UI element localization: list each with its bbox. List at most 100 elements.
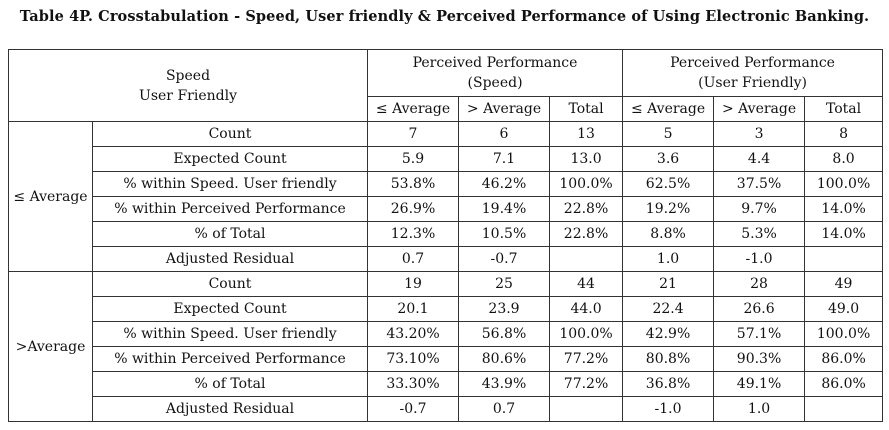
table-cell: 23.9 [458, 296, 551, 322]
table-cell: 90.3% [713, 346, 806, 372]
table-cell: 46.2% [458, 171, 551, 197]
table-row: Adjusted Residual -0.7 0.7 -1.0 1.0 [9, 396, 884, 422]
table-cell: 57.1% [713, 321, 806, 347]
table-cell: 4.4 [713, 146, 806, 172]
group-header-speed: Perceived Performance (Speed) [367, 49, 624, 97]
corner-line-1: Speed [165, 67, 211, 84]
table-cell: 42.9% [622, 321, 715, 347]
table-cell: 37.5% [713, 171, 806, 197]
table-cell: 86.0% [804, 371, 884, 397]
corner-line-2: User Friendly [139, 87, 237, 104]
group-header-line-2: (User Friendly) [698, 75, 807, 91]
table-cell: 1.0 [713, 396, 806, 422]
table-cell: 14.0% [804, 196, 884, 222]
table-cell: 10.5% [458, 221, 551, 247]
table-cell: 26.9% [367, 196, 460, 222]
table-cell: 1.0 [622, 246, 715, 272]
table-cell: 44.0 [549, 296, 624, 322]
table-cell: 43.20% [367, 321, 460, 347]
table-caption: Table 4P. Crosstabulation - Speed, User … [19, 8, 870, 25]
table-cell: 49 [804, 271, 884, 297]
table-row: % within Perceived Performance 73.10% 80.6… [9, 346, 884, 372]
table-cell: 20.1 [367, 296, 460, 322]
table-cell: 44 [549, 271, 624, 297]
table-cell: 5.9 [367, 146, 460, 172]
crosstab-table: Speed User Friendly Perceived Performanc… [7, 49, 884, 422]
table-cell: 19.4% [458, 196, 551, 222]
table-cell: 19 [367, 271, 460, 297]
row-label: Count [91, 121, 369, 147]
table-cell: 53.8% [367, 171, 460, 197]
table-cell [549, 396, 624, 422]
row-label: % within Speed. User friendly [91, 321, 369, 347]
row-label: Count [91, 271, 369, 297]
table-cell: -0.7 [367, 396, 460, 422]
table-cell [804, 396, 884, 422]
table-cell: 13.0 [549, 146, 624, 172]
table-row: % within Speed. User friendly 43.20% 56.8%… [9, 321, 884, 347]
table-cell: 73.10% [367, 346, 460, 372]
table-cell: 22.8% [549, 221, 624, 247]
table-cell: 25 [458, 271, 551, 297]
group-header-user-friendly: Perceived Performance (User Friendly) [622, 49, 884, 97]
table-cell: 9.7% [713, 196, 806, 222]
table-cell: 80.6% [458, 346, 551, 372]
table-cell: 3.6 [622, 146, 715, 172]
row-label: Adjusted Residual [91, 396, 369, 422]
block-label: ≤ Average [8, 121, 93, 272]
table-row: Expected Count 20.1 23.9 44.0 22.4 26.6 49.0 [9, 296, 884, 322]
table-cell: 62.5% [622, 171, 715, 197]
row-label: % of Total [91, 221, 369, 247]
subheader: ≤ Average [622, 96, 715, 122]
table-cell: 36.8% [622, 371, 715, 397]
table-cell: 100.0% [804, 171, 884, 197]
table-cell: 8.8% [622, 221, 715, 247]
corner-header: Speed User Friendly [7, 49, 369, 122]
table-cell: 77.2% [549, 346, 624, 372]
group-header-line-2: (Speed) [467, 75, 523, 91]
table-cell: 8.0 [804, 146, 884, 172]
table-row: % of Total 12.3% 10.5% 22.8% 8.8% 5.3% 14.0% [9, 221, 884, 247]
table-cell: 86.0% [804, 346, 884, 372]
table-cell: 3 [713, 121, 806, 147]
table-cell: 7.1 [458, 146, 551, 172]
table-cell: 28 [713, 271, 806, 297]
table-cell: -1.0 [622, 396, 715, 422]
table-cell: -0.7 [458, 246, 551, 272]
table-cell: 5.3% [713, 221, 806, 247]
table-cell: 100.0% [549, 321, 624, 347]
table-cell: -1.0 [713, 246, 806, 272]
table-row: >Average Count 19 25 44 21 28 49 [8, 271, 884, 422]
table-cell: 5 [622, 121, 715, 147]
table-cell: 22.4 [622, 296, 715, 322]
table-cell: 33.30% [367, 371, 460, 397]
table-cell: 12.3% [367, 221, 460, 247]
table-cell: 8 [804, 121, 884, 147]
row-label: % of Total [91, 371, 369, 397]
table-cell: 0.7 [458, 396, 551, 422]
table-row: % within Speed. User friendly 53.8% 46.2% 1… [9, 171, 884, 197]
table-cell [804, 246, 884, 272]
table-row: % within Perceived Performance 26.9% 19.4%… [9, 196, 884, 222]
table-cell: 100.0% [549, 171, 624, 197]
table-row: % of Total 33.30% 43.9% 77.2% 36.8% 49.1% 86.0… [9, 371, 884, 397]
table-cell [549, 246, 624, 272]
table-cell: 22.8% [549, 196, 624, 222]
row-label: % within Perceived Performance [91, 196, 369, 222]
table-cell: 14.0% [804, 221, 884, 247]
subheader: Total [804, 96, 884, 122]
table-row: Adjusted Residual 0.7 -0.7 1.0 -1.0 [9, 246, 884, 272]
group-header-line-1: Perceived Performance [412, 55, 578, 71]
group-header-line-1: Perceived Performance [670, 55, 835, 71]
row-label: Adjusted Residual [91, 246, 369, 272]
table-cell: 77.2% [549, 371, 624, 397]
table-cell: 0.7 [367, 246, 460, 272]
row-label: % within Speed. User friendly [91, 171, 369, 197]
subheader: > Average [713, 96, 806, 122]
table-cell: 49.1% [713, 371, 806, 397]
row-label: % within Perceived Performance [91, 346, 369, 372]
table-row: ≤ Average Count 7 6 13 5 3 8 [8, 121, 884, 272]
row-label: Expected Count [91, 296, 369, 322]
subheader: > Average [458, 96, 551, 122]
table-cell: 56.8% [458, 321, 551, 347]
